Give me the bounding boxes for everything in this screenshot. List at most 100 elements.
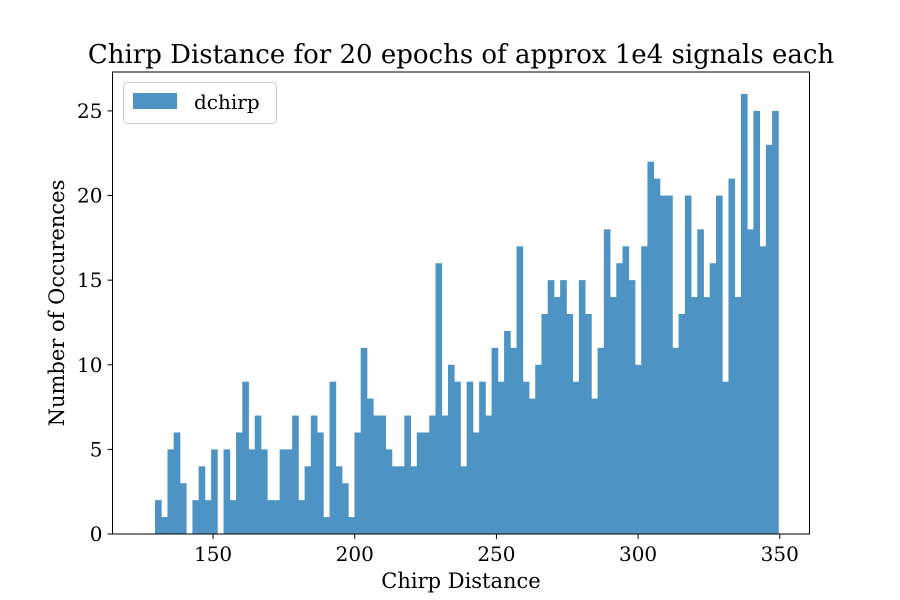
histogram-bar [634,364,642,534]
histogram-bar [460,466,468,534]
histogram-bar [547,280,555,534]
histogram-bar [342,483,349,534]
x-tick-label: 300 [619,542,657,566]
histogram-bar [254,415,262,534]
histogram-bar [329,381,337,534]
histogram-bar [709,263,717,534]
histogram-bar [310,415,318,534]
histogram-bar [335,466,343,534]
histogram-bar [204,500,212,534]
legend-swatch [133,93,177,109]
histogram-bar [516,246,524,535]
histogram-bar [765,144,773,534]
histogram-bar [398,466,405,534]
histogram-bar [429,415,436,534]
histogram-bar [466,381,474,534]
histogram-bar [672,347,679,534]
y-tick-label: 20 [77,184,102,208]
histogram-bar [591,398,598,534]
histogram-bar [585,314,592,534]
histogram-bar [678,314,686,534]
y-axis: 0 5 10 15 20 25 [77,99,113,546]
histogram-bar [366,398,374,534]
histogram-bar [404,415,411,534]
y-tick-label: 15 [77,268,102,292]
x-tick-label: 150 [194,542,232,566]
histogram-bar [541,314,549,534]
histogram-bar [497,381,505,534]
histogram-bar [211,449,218,534]
histogram-bar [647,161,655,534]
histogram-bar [603,229,611,534]
histogram-bar [267,500,274,534]
histogram-bar [348,517,355,534]
histogram-bar [641,246,648,535]
histogram-bar [229,500,237,534]
histogram-bar [454,381,461,534]
histogram-bar [423,432,430,534]
histogram-bar [416,432,424,534]
histogram-bar [535,364,542,534]
x-axis: 150 200 250 300 350 [194,534,799,566]
histogram-bar [410,466,418,534]
histogram-bar [273,500,281,534]
histogram-bar [740,94,748,534]
histogram-bar [379,415,387,534]
histogram-bar [491,347,499,534]
histogram-bar [529,398,536,534]
histogram-bar [279,449,287,534]
histogram-bar [628,280,636,534]
y-tick-label: 5 [90,437,103,461]
histogram-bar [753,110,761,534]
histogram-bar [759,246,767,535]
x-tick-label: 350 [761,542,799,566]
histogram-bar [616,263,623,534]
histogram-bar [653,178,661,534]
histogram-bar [242,381,249,534]
histogram-bar [728,178,736,534]
histogram-bar [179,483,187,534]
histogram-bar [260,449,268,534]
x-tick-label: 200 [336,542,374,566]
histogram-bar [747,229,754,534]
histogram-bar [198,466,206,534]
histogram-bar [610,297,617,534]
histogram-bar [485,415,492,534]
histogram-bar [441,415,449,534]
histogram-bar [248,449,256,534]
chart-title: Chirp Distance for 20 epochs of approx 1… [88,40,835,70]
histogram-bar [435,263,443,534]
histogram-bar [697,229,704,534]
histogram-bar [479,381,486,534]
legend-box [123,82,277,124]
histogram-bar [155,500,162,534]
histogram-bar [691,297,698,534]
histogram-bar [167,449,175,534]
histogram-bar [553,297,561,534]
histogram-bar [666,195,673,535]
histogram-bar [323,517,330,534]
histogram-bar [716,195,723,535]
histogram-bar [703,297,711,534]
histogram-bar [504,330,511,534]
histogram-bar [566,314,574,534]
histogram-bar [354,432,362,534]
histogram-bar [734,297,742,534]
histogram-bar [722,381,729,534]
plot-frame [112,71,810,535]
histogram-bar [522,381,530,534]
y-axis-label: Number of Occurences [45,180,69,427]
histogram-bar [292,415,299,534]
histogram-bar [173,432,181,534]
histogram-bar [659,195,667,535]
x-tick-label: 250 [477,542,515,566]
histogram-bar [317,432,324,534]
y-tick-label: 0 [90,522,103,546]
histogram-bar [560,280,567,534]
histogram-bar [385,449,393,534]
legend-label: dchirp [194,90,260,114]
histogram-bar [298,500,305,534]
histogram-bar [360,347,368,534]
histogram-bar [161,517,168,534]
histogram-bar [772,110,779,534]
